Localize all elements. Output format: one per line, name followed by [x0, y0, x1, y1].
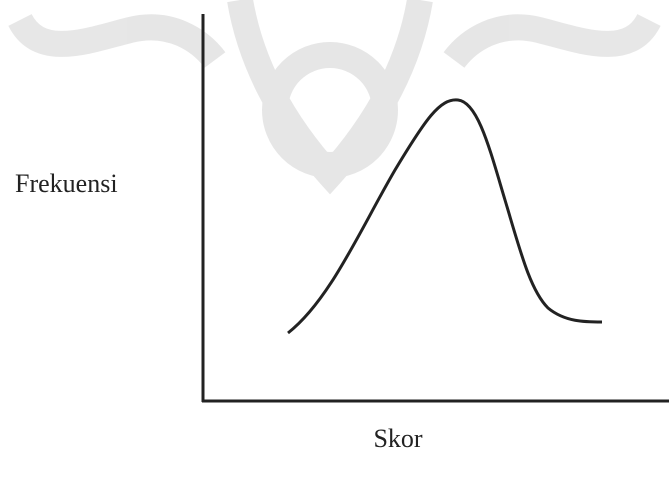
distribution-curve [288, 100, 602, 333]
page: Frekuensi Skor (() => { const data = JSO… [0, 0, 669, 479]
watermark-center [240, 0, 420, 175]
watermark-scroll-left [20, 20, 215, 60]
diagram: Frekuensi Skor [0, 0, 669, 479]
watermark [20, 0, 649, 175]
y-axis-label: Frekuensi [15, 169, 118, 198]
x-axis-label: Skor [373, 424, 422, 453]
watermark-scroll-right [454, 20, 649, 60]
